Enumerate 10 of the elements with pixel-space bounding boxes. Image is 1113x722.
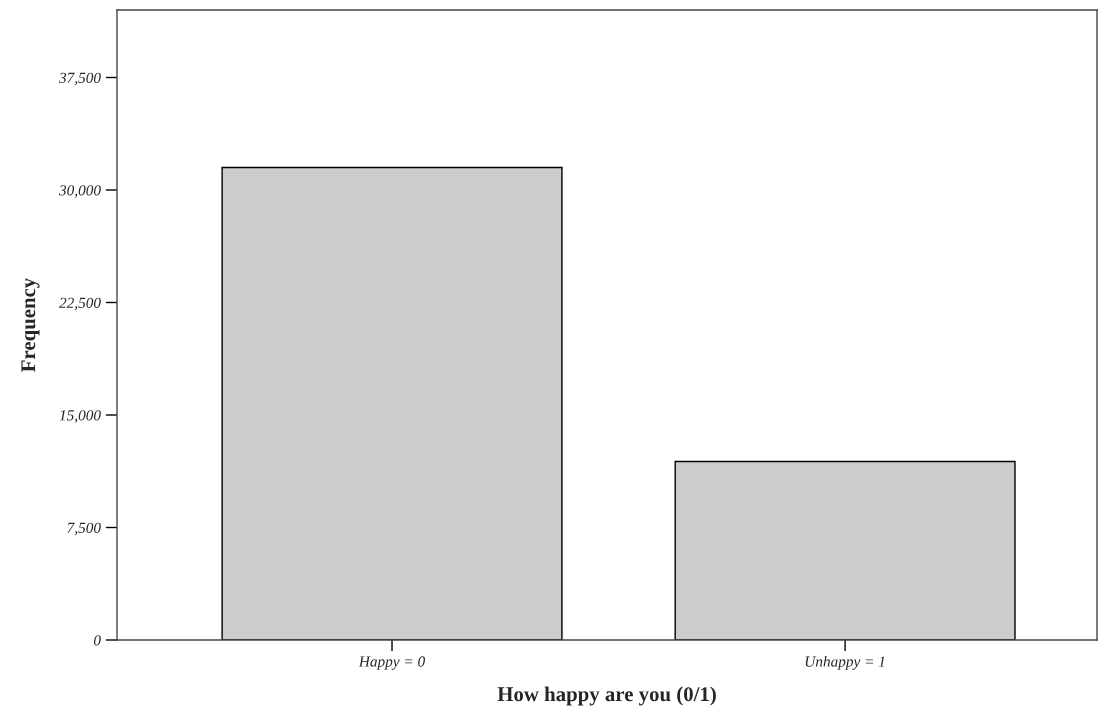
x-axis-title: How happy are you (0/1) <box>497 686 716 706</box>
y-tick-label: 0 <box>93 635 101 646</box>
y-tick-label: 7,500 <box>67 522 101 536</box>
x-tick-label: Unhappy = 1 <box>805 655 885 670</box>
y-tick-label: 15,000 <box>59 410 101 423</box>
y-tick-label: 37,500 <box>58 72 101 86</box>
y-tick-label: 30,000 <box>58 185 101 198</box>
y-tick-label: 22,500 <box>59 297 101 311</box>
x-tick-label: Happy = 0 <box>358 656 425 670</box>
y-axis-title: Frequency <box>21 277 40 372</box>
